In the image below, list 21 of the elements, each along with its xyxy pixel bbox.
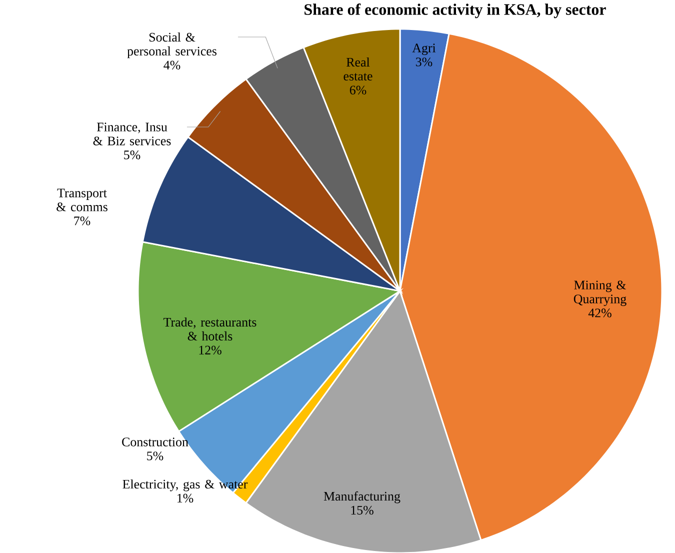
data-label: 5% — [124, 150, 140, 160]
slice-label: Social & personal services — [127, 32, 216, 58]
chart-title: Share of economic activity in KSA, by sector — [304, 4, 606, 18]
data-label: 1% — [178, 494, 194, 503]
data-label: 5% — [147, 452, 164, 460]
data-label: 12% — [199, 346, 222, 355]
slice-label: Mining & Quarrying — [574, 280, 626, 306]
data-label: 15% — [351, 506, 374, 515]
data-label: 6% — [350, 86, 366, 95]
data-label: 3% — [416, 58, 432, 66]
slice-label: Real estate — [344, 57, 372, 81]
slice-label: Construction — [122, 438, 188, 446]
data-label: 42% — [588, 308, 612, 318]
slice-label: Finance, Insu & Biz services — [93, 122, 171, 146]
slice-label: Electricity, gas & water — [122, 479, 248, 492]
slice-label: Trade, restaurants & hotels — [164, 317, 256, 341]
slice-label: Manufacturing — [324, 491, 400, 504]
data-label: 4% — [164, 60, 180, 70]
slice-label: Agri — [412, 44, 436, 56]
slice-label: Transport & comms — [56, 188, 108, 212]
data-label: 7% — [74, 216, 90, 226]
